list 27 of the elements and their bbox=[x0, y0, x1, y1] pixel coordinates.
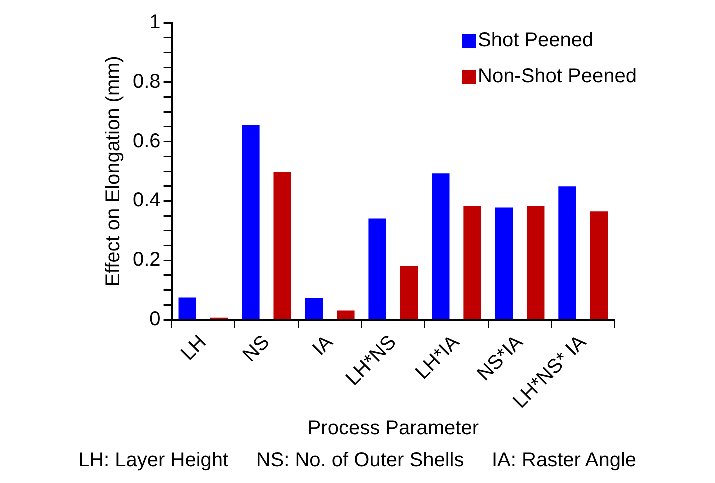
bar bbox=[526, 206, 545, 320]
x-tick-label: NS bbox=[239, 331, 274, 367]
y-axis-title: Effect on Elongation (mm) bbox=[102, 56, 125, 287]
bar bbox=[464, 206, 482, 320]
text: LH: Layer Height NS: No. of Outer Shells IA: Raster Angle bbox=[78, 450, 637, 472]
y-tick-label: 1 bbox=[150, 12, 161, 34]
bar bbox=[590, 212, 608, 320]
bar bbox=[305, 298, 324, 320]
y-tick-label: 0.4 bbox=[132, 190, 161, 212]
bar bbox=[178, 298, 196, 320]
y-tick-label: 0.2 bbox=[132, 249, 161, 272]
x-tick-label: LH bbox=[177, 331, 211, 366]
x-axis-title: Process Parameter bbox=[308, 418, 480, 440]
bar bbox=[400, 266, 418, 320]
y-tick-label: 0 bbox=[150, 308, 161, 331]
bar bbox=[337, 310, 355, 320]
y-tick-label: 0.8 bbox=[132, 70, 161, 93]
bar bbox=[274, 172, 292, 320]
bar bbox=[495, 208, 514, 320]
legend-label: Non-Shot Peened bbox=[478, 66, 638, 88]
legend-label: Shot Peened bbox=[478, 30, 594, 52]
bar bbox=[432, 174, 450, 320]
bar bbox=[558, 186, 576, 320]
y-tick-label: 0.6 bbox=[132, 130, 161, 152]
bar bbox=[242, 125, 260, 320]
x-tick-label: IA bbox=[308, 330, 338, 360]
bar bbox=[368, 218, 386, 320]
